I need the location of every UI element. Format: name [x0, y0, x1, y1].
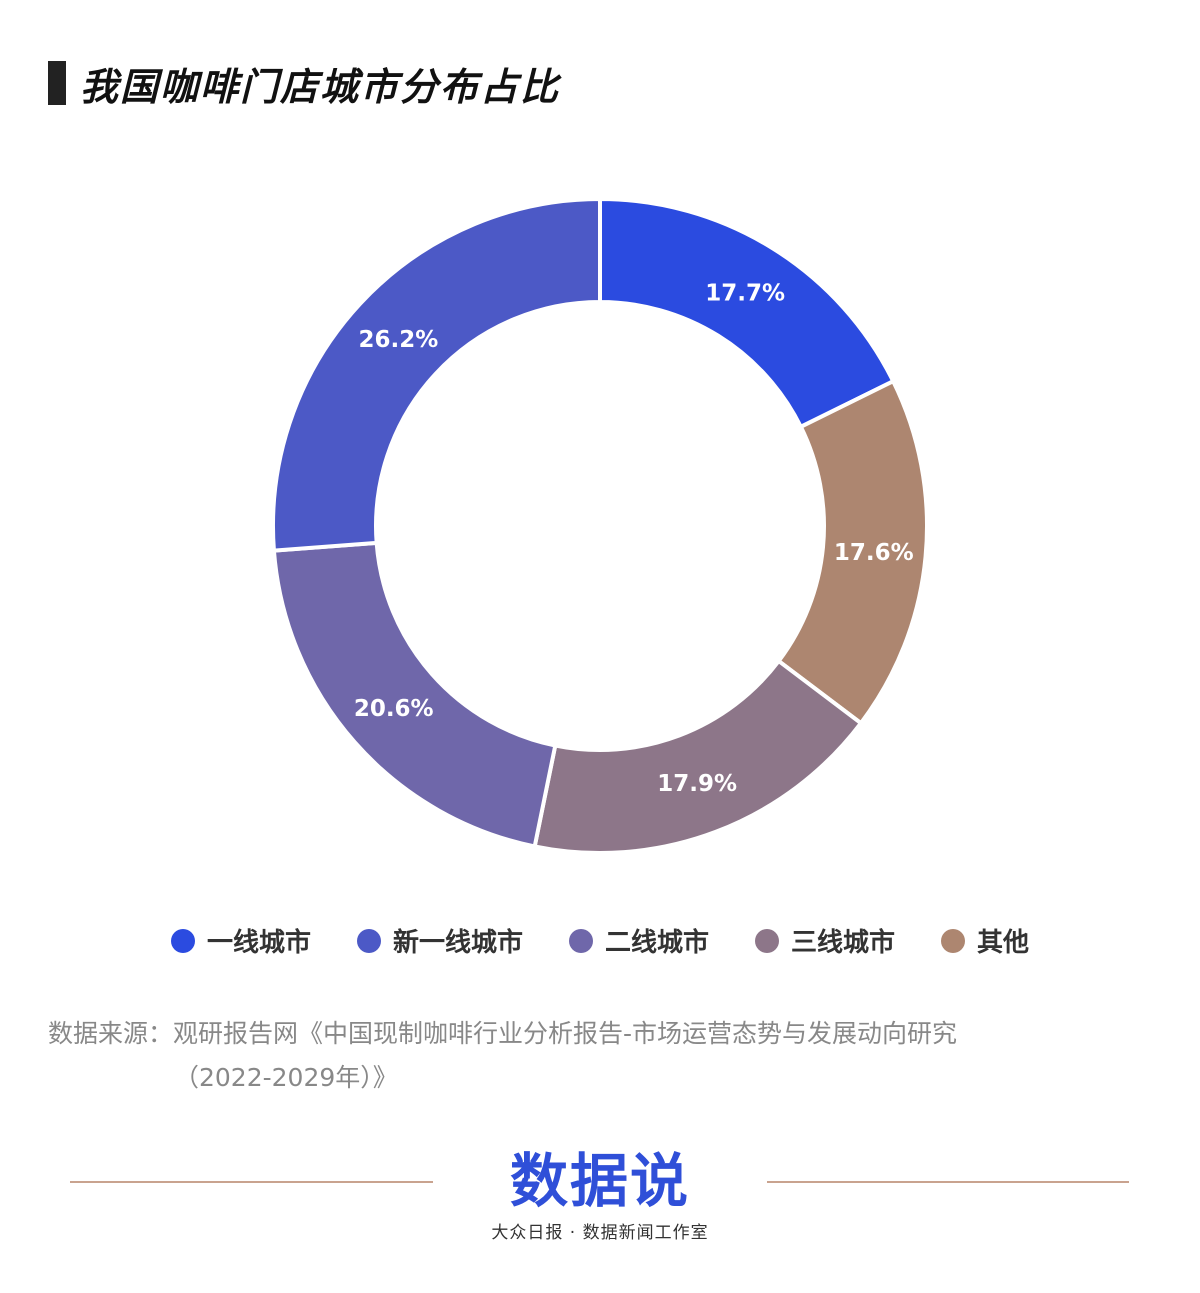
- donut-slice-label-1: 17.7%: [705, 280, 785, 306]
- legend-swatch: [356, 928, 381, 953]
- chart-title: 我国咖啡门店城市分布占比: [80, 64, 561, 109]
- donut-slice-label-4: 20.6%: [354, 696, 434, 722]
- legend-label: 新一线城市: [392, 928, 523, 958]
- donut-slice-label-3: 17.9%: [657, 771, 737, 797]
- logo-tagline: 大众日报 · 数据新闻工作室: [491, 1223, 709, 1243]
- legend-item-5: 其他: [941, 922, 1029, 959]
- donut-slice-1: [598, 196, 896, 430]
- legend-swatch: [755, 928, 779, 953]
- donut-slice-label-5: 26.2%: [358, 327, 438, 353]
- legend-item-4: 三线城市: [755, 922, 895, 959]
- donut-slice-4: [271, 540, 558, 849]
- legend-label: 其他: [977, 928, 1030, 958]
- legend-label: 一线城市: [206, 928, 311, 958]
- footer-divider-right: [767, 1181, 1129, 1183]
- legend-swatch: [941, 928, 966, 953]
- title-marker: [48, 61, 66, 105]
- footer-divider-left: [70, 1181, 433, 1183]
- legend-swatch: [568, 928, 593, 953]
- chart-legend: 一线城市 新一线城市 二线城市 三线城市 其他: [0, 922, 1200, 959]
- donut-slice-label-2: 17.6%: [834, 540, 914, 566]
- title-block: 我国咖啡门店城市分布占比: [48, 60, 560, 109]
- donut-slice-5: [271, 196, 602, 553]
- legend-label: 二线城市: [604, 928, 709, 958]
- donut-slice-3: [532, 658, 864, 855]
- logo: 数据说 大众日报 · 数据新闻工作室: [480, 1146, 720, 1243]
- data-source: 数据来源：观研报告网《中国现制咖啡行业分析报告-市场运营态势与发展动向研究 （2…: [48, 1012, 957, 1100]
- donut-chart: 17.7% 17.6% 17.9% 20.6% 26.2%: [271, 196, 927, 855]
- legend-item-1: 一线城市: [170, 922, 311, 959]
- legend-item-2: 新一线城市: [356, 922, 523, 959]
- data-source-line-1: 数据来源：观研报告网《中国现制咖啡行业分析报告-市场运营态势与发展动向研究: [48, 1019, 958, 1048]
- legend-label: 三线城市: [791, 928, 896, 958]
- legend-item-3: 二线城市: [568, 922, 709, 959]
- legend-swatch: [170, 928, 195, 953]
- data-source-line-2: （2022-2029年）》: [174, 1063, 398, 1092]
- logo-wordmark: 数据说: [509, 1147, 690, 1215]
